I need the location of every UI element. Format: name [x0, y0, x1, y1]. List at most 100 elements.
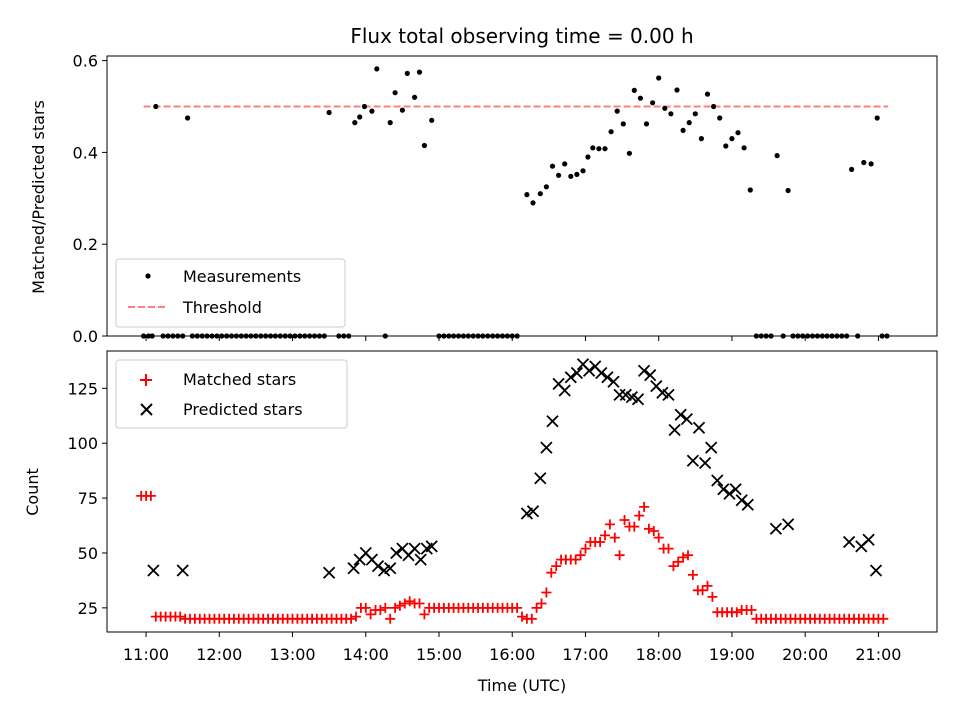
measurement-point: [574, 171, 580, 177]
bottom-y-label: Count: [23, 468, 42, 516]
matched-star-point: [380, 602, 391, 613]
predicted-star-point: [717, 483, 730, 496]
predicted-star-point: [607, 375, 620, 388]
matched-star-point: [531, 602, 542, 613]
bottom-y-tick-label: 75: [78, 489, 98, 508]
predicted-star-point: [601, 371, 614, 384]
measurement-point: [585, 154, 591, 160]
x-tick-label: 13:00: [269, 645, 315, 664]
measurement-point: [631, 87, 637, 93]
measurement-point: [421, 142, 427, 149]
measurement-point: [698, 136, 705, 142]
matched-star-point: [419, 609, 430, 620]
measurement-point: [874, 115, 880, 121]
matched-star-point: [634, 510, 645, 521]
bottom-y-tick-label: 100: [67, 434, 98, 453]
measurement-point: [537, 191, 543, 197]
top-y-tick-label: 0.2: [73, 235, 98, 254]
measurement-point: [674, 87, 680, 93]
measurement-point: [549, 163, 556, 169]
predicted-star-point: [558, 384, 571, 397]
top-legend-box: [115, 258, 346, 328]
matched-star-point: [385, 613, 396, 624]
matched-star-point: [678, 552, 689, 563]
measurement-point: [680, 127, 686, 133]
matched-star-point: [512, 602, 523, 613]
predicted-star-point: [729, 483, 742, 496]
matched-star-point: [517, 611, 527, 622]
measurement-point: [568, 173, 574, 179]
x-tick-label: 18:00: [636, 645, 682, 664]
legend-predicted-marker: [140, 403, 153, 416]
predicted-star-point: [705, 441, 718, 454]
matched-star-point: [614, 550, 625, 561]
matched-star-point: [404, 596, 415, 607]
measurement-point: [352, 120, 358, 126]
measurement-point: [361, 103, 368, 110]
matched-star-point: [619, 515, 630, 525]
predicted-star-point: [674, 408, 687, 421]
predicted-star-point: [570, 366, 584, 380]
predicted-star-point: [390, 546, 403, 560]
x-tick-label: 15:00: [416, 645, 462, 664]
top-y-tick-label: 0.4: [73, 143, 98, 162]
matched-star-point: [609, 532, 620, 543]
x-tick-label: 12:00: [196, 645, 242, 664]
predicted-star-point: [347, 562, 360, 575]
predicted-star-point: [534, 472, 547, 485]
predicted-star-point: [322, 566, 336, 579]
matched-star-point: [536, 598, 547, 609]
matched-star-point: [673, 556, 684, 567]
bottom-y-tick-label: 125: [67, 379, 98, 398]
matched-star-point: [683, 550, 693, 561]
predicted-star-point: [564, 371, 577, 384]
predicted-star-point: [662, 388, 675, 402]
measurement-point: [656, 75, 662, 81]
matched-star-point: [595, 537, 606, 547]
matched-star-point: [580, 543, 591, 554]
measurement-point: [590, 145, 596, 151]
matched-star-point: [145, 490, 156, 501]
predicted-star-point: [425, 540, 438, 553]
top-y-ticks: 0.0 0.2 0.4 0.6: [73, 52, 107, 346]
matched-star-point: [697, 585, 708, 596]
legend-matched-label: Matched stars: [183, 370, 296, 389]
predicted-star-point: [546, 415, 559, 428]
predicted-star-point: [408, 542, 421, 555]
measurement-point: [868, 161, 874, 167]
measurement-point: [650, 100, 656, 106]
bottom-y-tick-label: 25: [78, 599, 98, 618]
matched-star-point: [604, 519, 615, 530]
measurement-point: [723, 143, 729, 149]
measurement-point: [747, 187, 753, 193]
matched-star-point: [570, 554, 581, 565]
x-tick-label: 20:00: [782, 645, 828, 664]
matched-star-point: [687, 569, 698, 580]
measurement-point: [153, 103, 159, 110]
predicted-star-point: [842, 535, 856, 549]
measurement-point: [357, 114, 363, 120]
matched-star-point: [526, 613, 537, 624]
top-x-ticks: [145, 336, 879, 341]
predicted-star-point: [686, 454, 700, 467]
top-panel: 0.0 0.2 0.4 0.6 Matched/Predicted stars Mea…: [29, 52, 938, 346]
measurement-point: [717, 115, 723, 121]
measurement-point: [729, 136, 735, 142]
x-tick-label: 14:00: [343, 645, 389, 664]
matched-star-point: [668, 561, 679, 572]
measurement-point: [774, 153, 780, 159]
measurement-point: [404, 70, 410, 76]
matched-star-point: [351, 611, 361, 622]
predicted-star-point: [741, 498, 754, 511]
measurement-point: [626, 150, 633, 156]
measurement-point: [580, 168, 586, 174]
predicted-star-point: [735, 494, 748, 507]
measurement-point: [596, 146, 602, 152]
matched-star-point: [551, 561, 562, 572]
measurement-point: [686, 120, 692, 126]
x-axis-label: Time (UTC): [477, 676, 566, 695]
matched-star-point: [541, 587, 552, 598]
bottom-panel: 25 50 75 100 125 11:00 12:00 13:00 14:00 15:00 16…: [23, 350, 938, 695]
matched-star-point: [707, 591, 718, 602]
